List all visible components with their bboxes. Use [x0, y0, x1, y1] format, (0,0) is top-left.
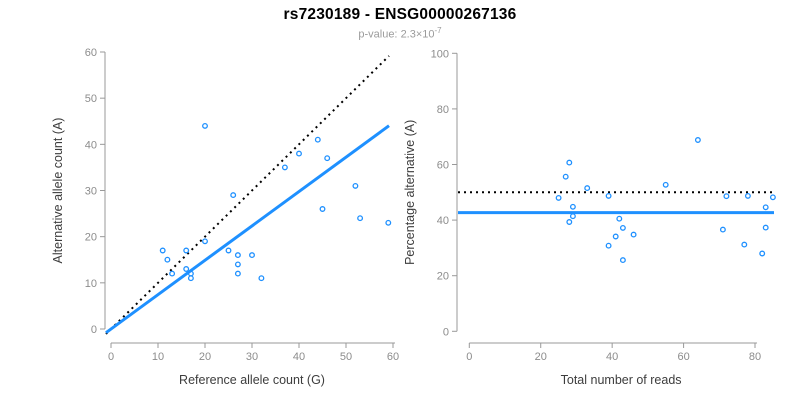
- x-tick-label: 0: [466, 351, 472, 363]
- data-point: [616, 215, 623, 222]
- data-point: [169, 270, 176, 277]
- x-tick-label: 60: [677, 351, 689, 363]
- data-point: [619, 224, 626, 231]
- data-point: [230, 192, 237, 199]
- x-tick-label: 40: [606, 351, 618, 363]
- data-point: [234, 270, 241, 277]
- data-point: [555, 194, 562, 201]
- data-point: [385, 219, 392, 226]
- figure-title: rs7230189 - ENSG00000267136: [283, 6, 517, 23]
- data-point: [234, 261, 241, 268]
- data-point: [187, 275, 194, 282]
- data-point: [612, 233, 619, 240]
- data-point: [694, 137, 701, 143]
- y-tick-label: 0: [91, 324, 97, 336]
- y-tick-label: 100: [431, 48, 449, 60]
- data-point: [324, 155, 331, 162]
- x-axis-title: Total number of reads: [561, 373, 682, 387]
- data-point: [619, 257, 626, 264]
- data-point: [296, 150, 302, 157]
- y-tick-label: 20: [85, 232, 97, 244]
- y-tick-label: 40: [85, 139, 97, 151]
- data-point: [569, 203, 576, 210]
- y-tick-label: 20: [437, 271, 449, 283]
- data-point: [630, 231, 637, 238]
- data-point: [719, 226, 726, 233]
- data-point: [281, 164, 288, 171]
- data-point: [183, 247, 190, 254]
- data-point: [202, 238, 208, 245]
- data-points: [159, 122, 392, 282]
- data-point: [202, 122, 208, 129]
- x-tick-label: 20: [199, 351, 211, 363]
- y-axis-title: Alternative allele count (A): [51, 118, 65, 264]
- data-point: [769, 194, 776, 201]
- data-point: [744, 192, 751, 199]
- data-point: [566, 159, 573, 166]
- x-tick-label: 20: [535, 351, 547, 363]
- data-point: [562, 173, 569, 180]
- y-tick-label: 60: [85, 47, 97, 59]
- data-point: [605, 242, 612, 249]
- pvalue-label: p-value:: [358, 28, 401, 41]
- data-point: [234, 252, 241, 259]
- data-point: [759, 250, 766, 257]
- x-tick-label: 0: [108, 351, 114, 363]
- data-point: [566, 219, 573, 225]
- data-point: [662, 181, 669, 188]
- y-tick-label: 10: [85, 278, 97, 290]
- data-point: [352, 182, 359, 189]
- y-tick-label: 60: [437, 160, 449, 172]
- data-point: [584, 185, 591, 192]
- x-tick-label: 10: [152, 351, 164, 363]
- data-point: [569, 213, 576, 220]
- data-points: [555, 137, 776, 264]
- data-point: [357, 215, 364, 222]
- left-panel: 0 10 20 30 40 50 60 0 10 20 30 40 50 60 Reference alle…: [51, 47, 399, 387]
- data-point: [225, 247, 232, 254]
- pvalue-mantissa: 2.3×10: [400, 28, 435, 41]
- data-point: [314, 136, 321, 143]
- identity-line: [105, 55, 390, 335]
- data-point: [258, 275, 265, 282]
- data-point: [605, 192, 612, 199]
- pvalue-subtitle: p-value: 2.3×10-7: [0, 26, 800, 41]
- data-point: [249, 252, 255, 259]
- data-point: [741, 241, 748, 248]
- x-tick-label: 30: [246, 351, 258, 363]
- data-point: [319, 206, 326, 212]
- data-point: [159, 247, 166, 254]
- y-tick-label: 30: [85, 185, 97, 197]
- fit-line: [105, 124, 390, 334]
- data-point: [164, 256, 171, 263]
- y-tick-label: 80: [437, 104, 449, 116]
- data-point: [762, 224, 769, 231]
- y-tick-label: 0: [443, 326, 449, 338]
- x-tick-label: 60: [387, 351, 399, 363]
- data-point: [723, 193, 730, 200]
- y-tick-label: 40: [437, 215, 449, 227]
- right-panel: 0 20 40 60 80 0 20 40 60 80 100 Total number of rea…: [403, 48, 776, 387]
- x-tick-label: 50: [340, 351, 352, 363]
- x-tick-label: 40: [293, 351, 305, 363]
- x-axis-title: Reference allele count (G): [179, 373, 325, 387]
- y-axis-title: Percentage alternative (A): [403, 120, 417, 265]
- x-tick-label: 80: [749, 351, 761, 363]
- data-point: [183, 266, 190, 272]
- pvalue-exponent: -7: [434, 26, 442, 35]
- y-tick-label: 50: [85, 93, 97, 105]
- data-point: [762, 204, 769, 211]
